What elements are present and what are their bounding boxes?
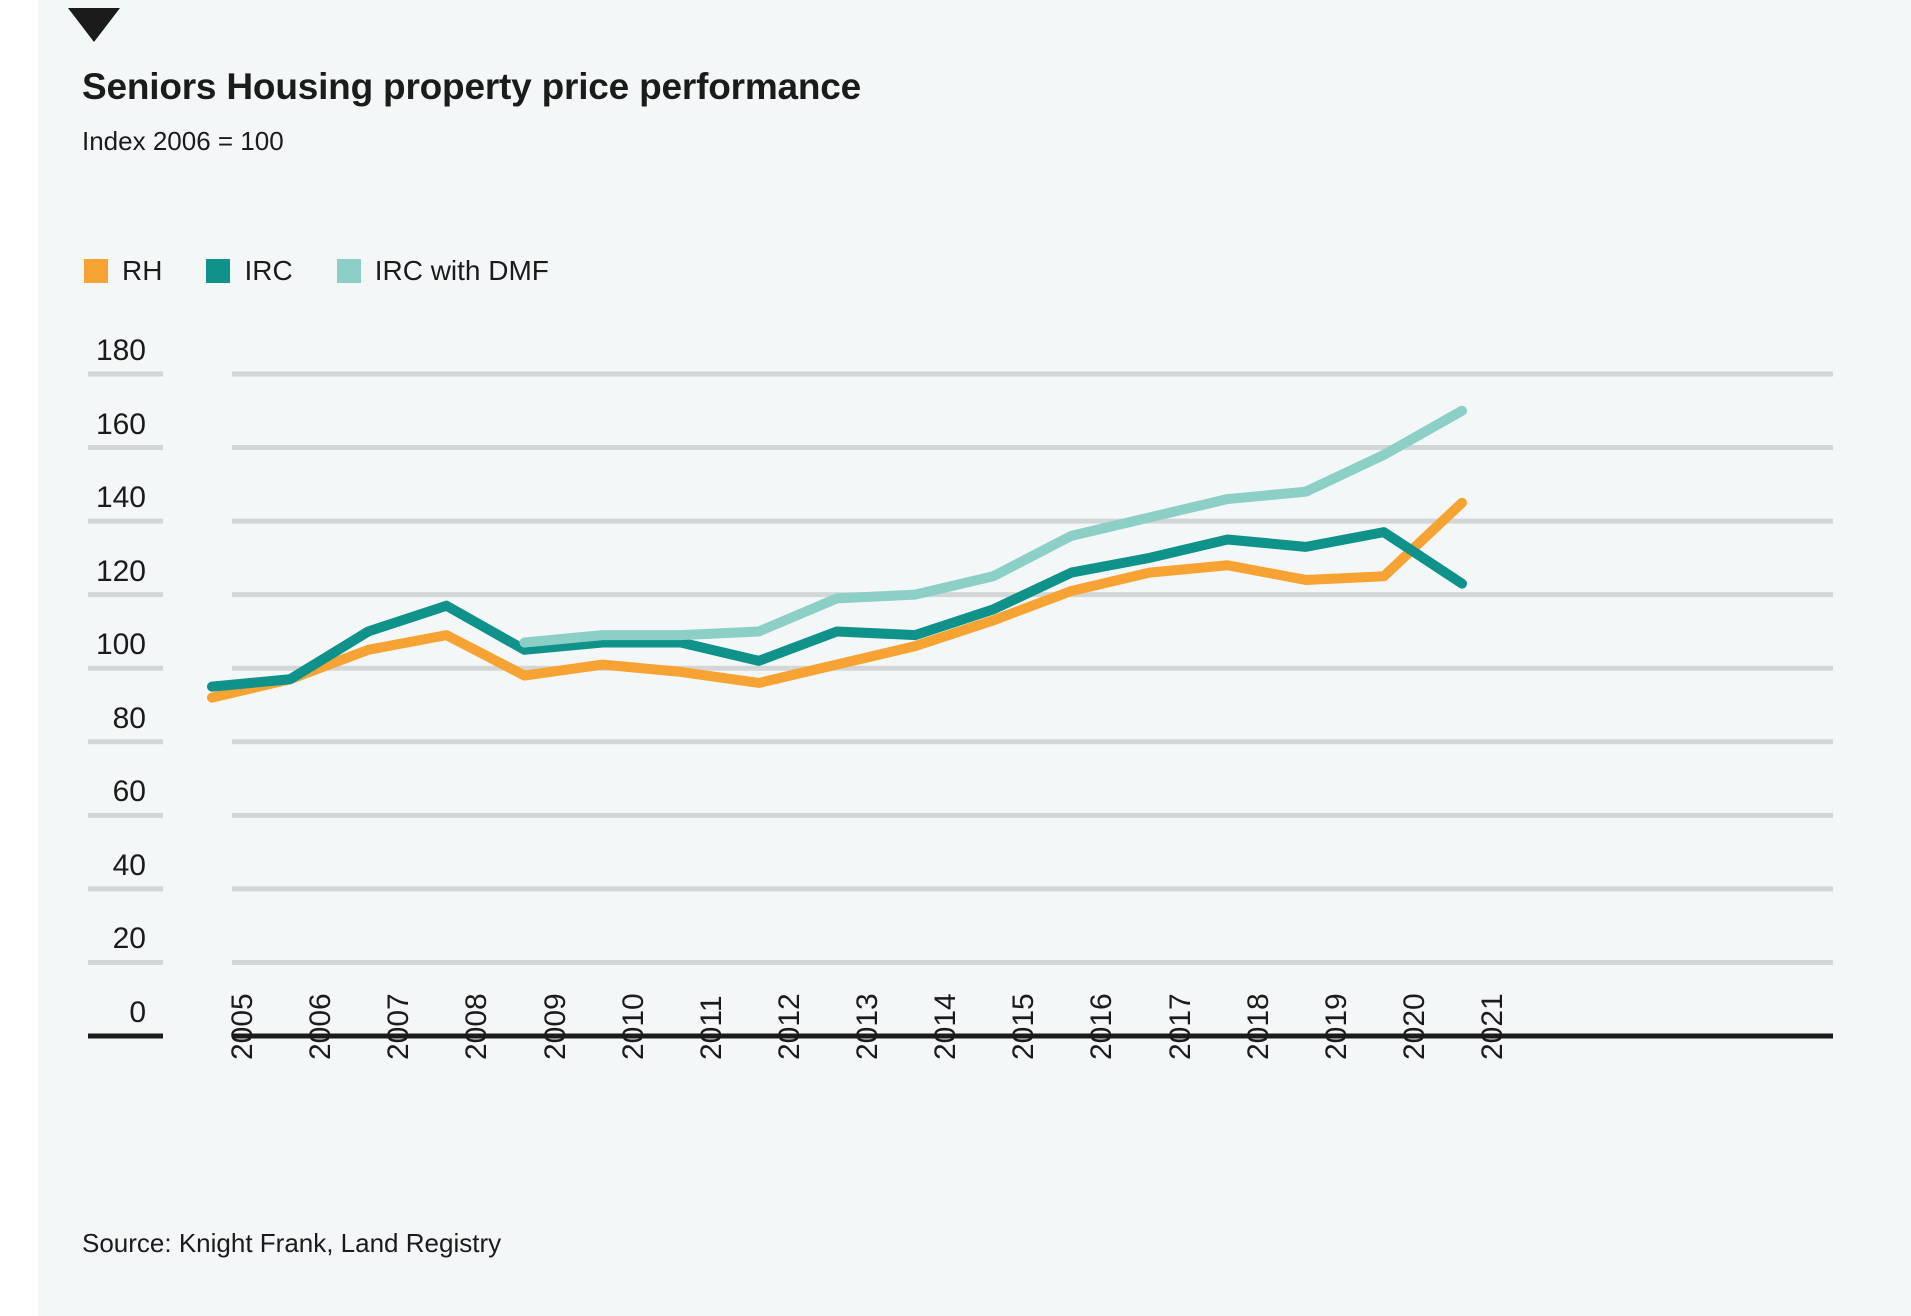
x-axis-tick-label: 2015 — [1007, 993, 1041, 1060]
x-axis-tick-label: 2019 — [1319, 993, 1353, 1060]
y-axis-tick-label: 80 — [112, 701, 146, 735]
x-axis-tick-label: 2009 — [538, 993, 572, 1060]
legend-label-irc-with-dmf: IRC with DMF — [374, 255, 549, 286]
x-axis-tick-label: 2013 — [851, 993, 884, 1060]
x-axis-tick-label: 2011 — [694, 995, 728, 1060]
series-line-irc — [207, 527, 1467, 692]
x-axis-tick-label: 2020 — [1397, 993, 1431, 1060]
x-axis-tick-label: 2012 — [772, 993, 806, 1060]
y-axis-tick-label: 20 — [112, 922, 146, 956]
x-axis-tick-label: 2014 — [929, 993, 963, 1060]
x-axis-tick-label: 2008 — [460, 993, 494, 1060]
x-axis-tick-label: 2018 — [1241, 993, 1275, 1060]
legend-label-irc: IRC — [244, 255, 293, 286]
legend-swatch-irc — [206, 259, 231, 283]
legend-label-rh: RH — [122, 255, 163, 286]
y-axis-tick-label: 160 — [95, 407, 146, 441]
x-axis-tick-label: 2017 — [1163, 993, 1197, 1060]
legend-item-rh[interactable]: RH — [84, 255, 162, 287]
x-axis-tick-label: 2006 — [304, 993, 338, 1060]
source-note: Source: Knight Frank, Land Registry — [82, 1228, 502, 1258]
series-line-rh — [207, 497, 1467, 703]
x-axis-tick-label: 2010 — [616, 993, 650, 1060]
y-axis-tick-label: 100 — [95, 628, 146, 662]
x-axis-tick-label: 2021 — [1476, 993, 1509, 1060]
triangle-down-icon — [68, 8, 120, 42]
x-axis-tick-label: 2007 — [382, 993, 416, 1060]
gridlines — [232, 371, 1833, 965]
x-axis-tick-label: 2016 — [1085, 993, 1119, 1060]
y-axis-tick-label: 60 — [112, 775, 146, 809]
y-axis-tick-label: 120 — [95, 554, 146, 588]
series-lines — [207, 405, 1467, 703]
legend-item-irc-with-dmf[interactable]: IRC with DMF — [336, 255, 549, 287]
y-axis-tick-label: 0 — [129, 996, 146, 1029]
left-rail — [0, 0, 38, 1316]
y-tick-marks — [88, 371, 163, 965]
legend-item-irc[interactable]: IRC — [206, 255, 293, 287]
page-subtitle: Index 2006 = 100 — [82, 126, 284, 156]
chart-legend: RH IRC IRC with DMF — [84, 255, 593, 287]
y-axis-tick-label: 40 — [112, 848, 146, 882]
y-axis-tick-label: 180 — [95, 334, 146, 367]
series-line-irc-with-dmf — [519, 405, 1467, 648]
legend-swatch-rh — [84, 259, 108, 283]
legend-swatch-irc-with-dmf — [336, 259, 361, 283]
y-axis-tick-label: 140 — [95, 481, 146, 515]
page-title: Seniors Housing property price performan… — [82, 66, 862, 107]
x-axis-tick-label: 2005 — [226, 993, 259, 1060]
